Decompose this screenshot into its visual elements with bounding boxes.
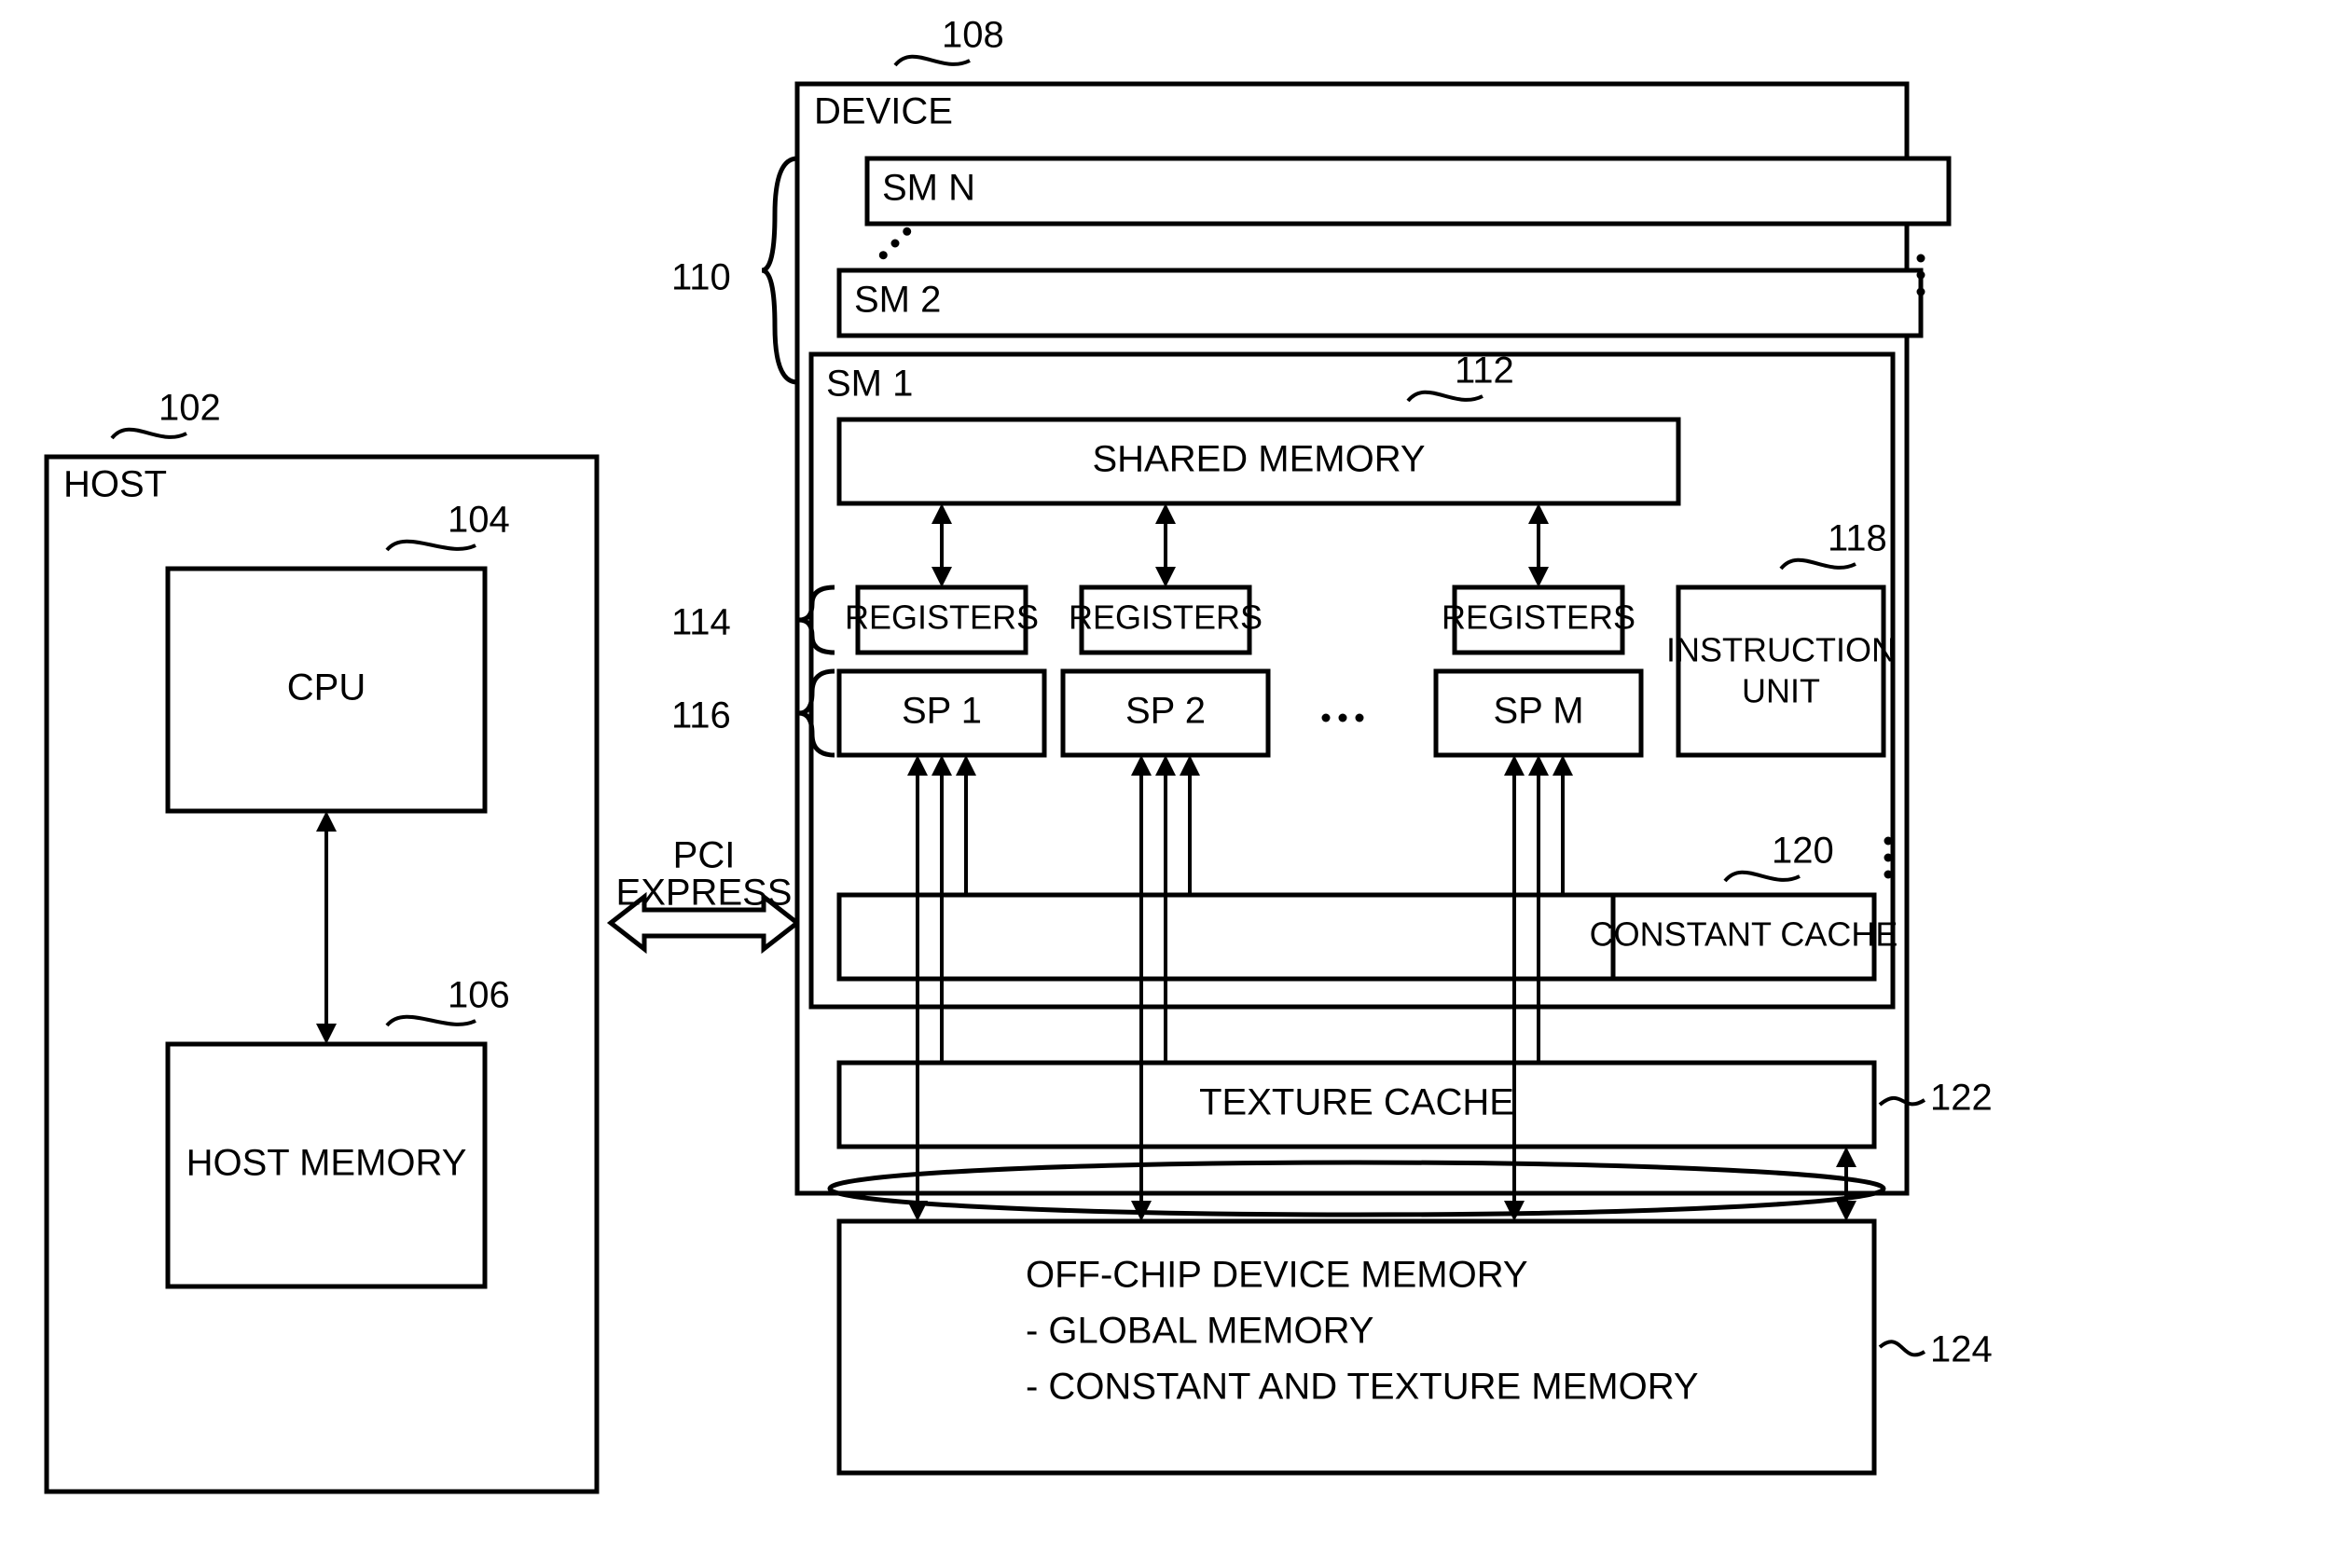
svg-text:108: 108 [942, 15, 1004, 56]
svg-text:122: 122 [1930, 1078, 1993, 1119]
svg-text:REGISTERS: REGISTERS [1069, 598, 1263, 637]
svg-text:SM 1: SM 1 [826, 364, 913, 405]
svg-text:SHARED MEMORY: SHARED MEMORY [1092, 439, 1425, 480]
svg-text:CPU: CPU [287, 667, 366, 708]
svg-text:SP M: SP M [1493, 691, 1583, 732]
svg-text:102: 102 [159, 388, 221, 429]
svg-text:118: 118 [1828, 518, 1887, 559]
svg-text:104: 104 [448, 500, 510, 541]
svg-text:DEVICE: DEVICE [814, 91, 953, 132]
svg-text:SM 2: SM 2 [854, 280, 941, 321]
svg-text:- CONSTANT AND TEXTURE MEMORY: - CONSTANT AND TEXTURE MEMORY [1026, 1367, 1699, 1408]
svg-text:- GLOBAL MEMORY: - GLOBAL MEMORY [1026, 1311, 1373, 1352]
svg-text:106: 106 [448, 975, 510, 1016]
svg-text:OFF-CHIP DEVICE MEMORY: OFF-CHIP DEVICE MEMORY [1026, 1255, 1528, 1296]
svg-text:124: 124 [1930, 1329, 1993, 1370]
svg-text:SP 2: SP 2 [1125, 691, 1206, 732]
svg-text:SM N: SM N [882, 168, 975, 209]
svg-text:112: 112 [1455, 351, 1514, 392]
svg-text:120: 120 [1772, 831, 1834, 872]
svg-text:INSTRUCTION: INSTRUCTION [1666, 631, 1896, 669]
svg-text:HOST MEMORY: HOST MEMORY [186, 1143, 467, 1184]
svg-text:EXPRESS: EXPRESS [616, 873, 793, 914]
svg-text:116: 116 [671, 695, 731, 736]
svg-text:110: 110 [671, 257, 731, 298]
svg-text:UNIT: UNIT [1742, 672, 1820, 710]
svg-text:REGISTERS: REGISTERS [845, 598, 1039, 637]
svg-text:TEXTURE CACHE: TEXTURE CACHE [1199, 1082, 1514, 1123]
svg-text:HOST: HOST [63, 464, 167, 505]
svg-text:SP 1: SP 1 [902, 691, 982, 732]
svg-text:CONSTANT CACHE: CONSTANT CACHE [1590, 915, 1898, 954]
svg-text:PCI: PCI [673, 835, 736, 876]
svg-text:REGISTERS: REGISTERS [1442, 598, 1635, 637]
svg-text:114: 114 [671, 602, 731, 643]
